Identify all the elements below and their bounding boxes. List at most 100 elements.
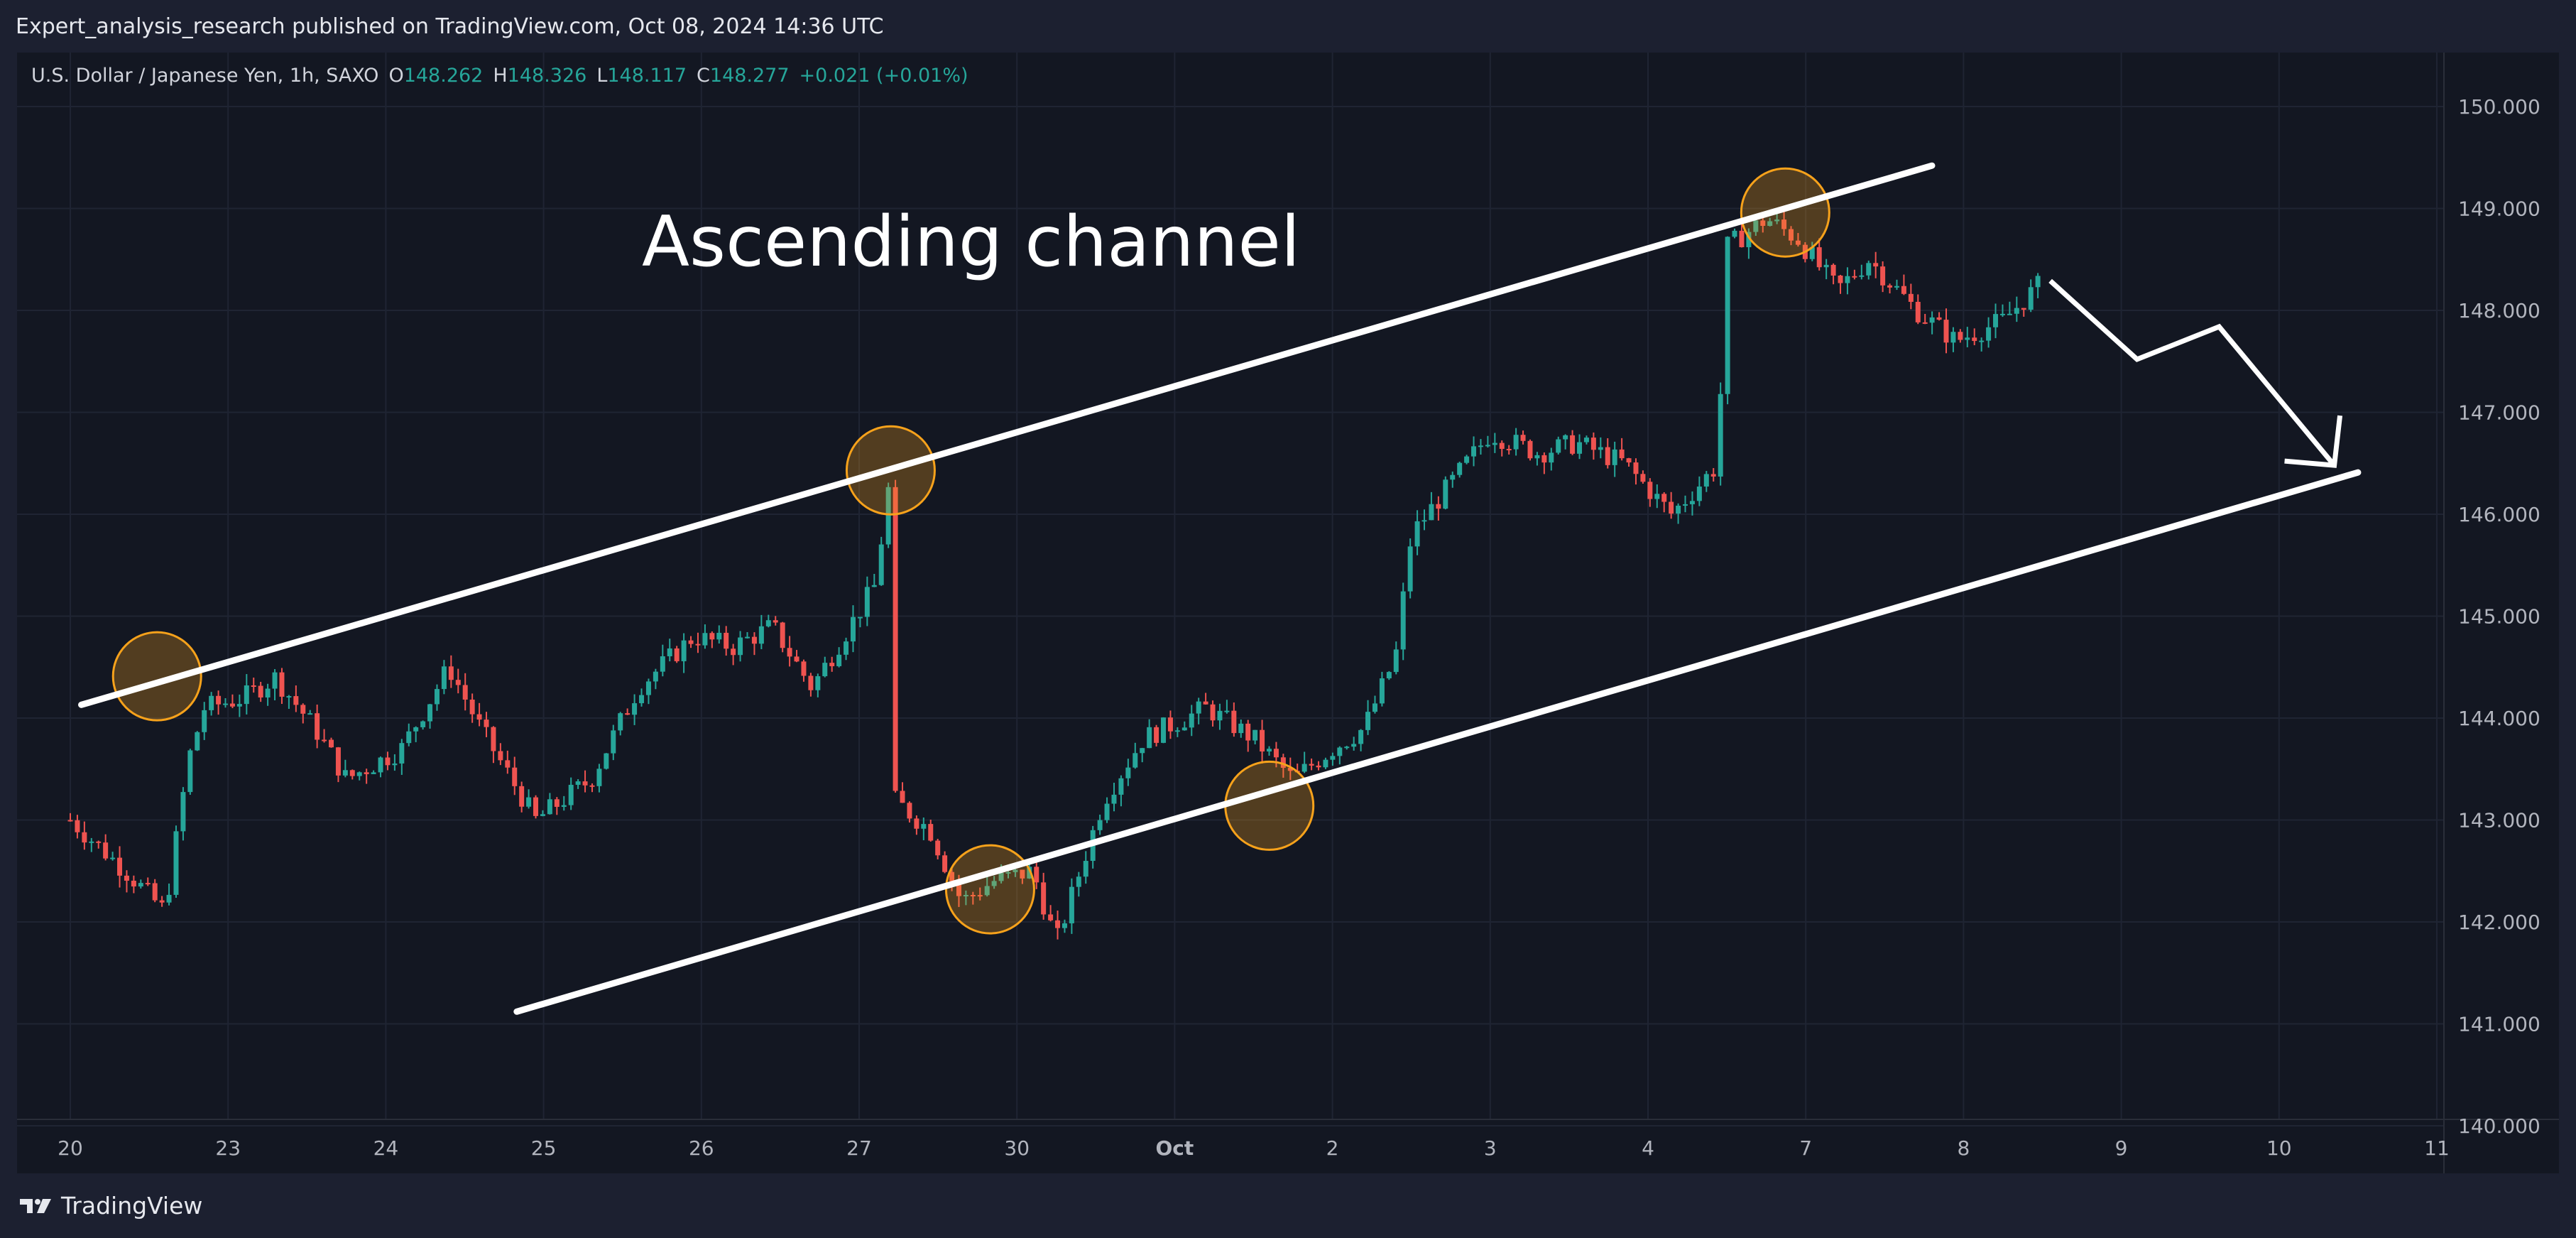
candle-body	[455, 680, 461, 685]
candle-body	[209, 695, 214, 710]
candle-body	[1556, 439, 1561, 453]
candle-body	[349, 770, 355, 776]
tradingview-logo-icon	[20, 1198, 51, 1213]
candle-body	[1661, 494, 1667, 502]
candle-body	[236, 704, 242, 707]
price-tick-label: 140.000	[2458, 1114, 2540, 1138]
candle-body	[1619, 449, 1625, 459]
candle-body	[173, 831, 179, 895]
candle-body	[1203, 701, 1208, 705]
candle-body	[1386, 672, 1392, 679]
candle-body	[1972, 337, 1977, 342]
candle-body	[738, 637, 743, 656]
candle-body	[244, 685, 249, 705]
price-tick-label: 146.000	[2458, 503, 2540, 526]
price-axis[interactable]: 150.000 149.000 148.000 147.000 146.000 145.0…	[2458, 95, 2540, 1138]
candle-body	[540, 814, 545, 816]
candle-body	[1069, 886, 1074, 923]
candle-body	[1471, 446, 1477, 457]
candle-body	[745, 636, 751, 639]
candle-body	[604, 753, 609, 769]
candle-body	[1746, 232, 1752, 248]
candle-body	[491, 727, 496, 751]
candle-body	[653, 671, 658, 682]
tradingview-logo[interactable]: TradingView	[18, 1192, 202, 1220]
annotations: Ascending channel	[78, 162, 2362, 1015]
candle-body	[223, 703, 229, 705]
high-value: 148.326	[507, 64, 587, 87]
candle-body	[1083, 861, 1088, 877]
chart-area[interactable]: Ascending channel 150.000 149.000 148.000 1…	[17, 53, 2559, 1173]
candle-body	[1683, 504, 1688, 506]
candle-body	[1570, 435, 1576, 454]
candle-body	[195, 732, 200, 751]
candle-body	[1344, 746, 1350, 749]
candle-body	[667, 648, 672, 657]
touch-point-circle	[1740, 167, 1830, 258]
candle-body	[110, 857, 116, 859]
candle-body	[1943, 320, 1949, 343]
time-tick-label: 26	[689, 1136, 714, 1160]
candle-body	[611, 730, 616, 754]
candle-body	[1365, 712, 1371, 730]
candle-body	[1210, 704, 1216, 721]
candle-body	[2035, 276, 2041, 288]
candle-body	[1041, 882, 1047, 915]
candle-body	[1816, 247, 1822, 268]
candle-body	[1048, 914, 1054, 921]
price-chart[interactable]: Ascending channel 150.000149.000148.0001…	[17, 53, 2559, 1173]
candle-body	[1005, 872, 1011, 874]
candle-body	[1245, 723, 1251, 741]
candle-body	[1689, 501, 1695, 504]
candle-body	[702, 633, 708, 646]
candle-body	[850, 617, 856, 642]
candle-body	[1379, 678, 1385, 704]
candle-body	[1830, 264, 1836, 276]
candle-body	[505, 760, 511, 768]
candle-body	[1111, 794, 1117, 804]
candle-body	[998, 872, 1004, 881]
candle-body	[1936, 317, 1942, 320]
candle-body	[801, 661, 807, 676]
high-label: H	[493, 64, 508, 87]
candle-body	[335, 747, 341, 776]
candle-body	[498, 751, 503, 761]
candle-body	[1034, 867, 1039, 883]
candle-body	[89, 841, 94, 843]
candle-body	[1436, 504, 1441, 509]
candle-body	[1654, 494, 1660, 499]
candle-body	[1605, 447, 1610, 465]
candle-body	[864, 587, 870, 617]
candle-body	[1161, 717, 1167, 743]
candle-body	[2021, 308, 2026, 310]
candle-body	[462, 685, 468, 700]
candle-body	[1809, 247, 1815, 259]
candle-body	[1760, 220, 1766, 226]
candle-body	[1640, 474, 1646, 482]
candle-body	[1979, 340, 1985, 342]
candle-body	[991, 881, 997, 886]
candle-body	[639, 695, 645, 704]
candle-body	[765, 620, 771, 626]
projection-arrow-path	[2048, 278, 2337, 467]
candle-body	[1633, 462, 1639, 474]
candle-body	[272, 672, 278, 689]
candle-body	[1372, 703, 1377, 712]
candle-body	[1167, 717, 1173, 732]
candle-body	[1647, 482, 1653, 499]
candle-body	[1358, 729, 1364, 744]
price-tick-label: 145.000	[2458, 605, 2540, 629]
candle-body	[1965, 337, 1970, 340]
candle-body	[434, 689, 440, 705]
candle-body	[1266, 749, 1272, 752]
candle-body	[1055, 920, 1061, 928]
annotation-ascending-channel: Ascending channel	[642, 202, 1300, 283]
candle-body	[1351, 744, 1357, 747]
footer-bar: TradingView	[0, 1173, 2576, 1238]
candle-body	[406, 731, 412, 744]
candle-body	[751, 636, 757, 644]
candle-body	[1823, 264, 1829, 268]
time-tick-label: 23	[215, 1136, 241, 1160]
time-axis[interactable]: 20 23 24 25 26 27 30 Oct 2 3 4 7 8 9 10 11	[58, 1136, 2450, 1160]
candle-body	[815, 676, 821, 690]
